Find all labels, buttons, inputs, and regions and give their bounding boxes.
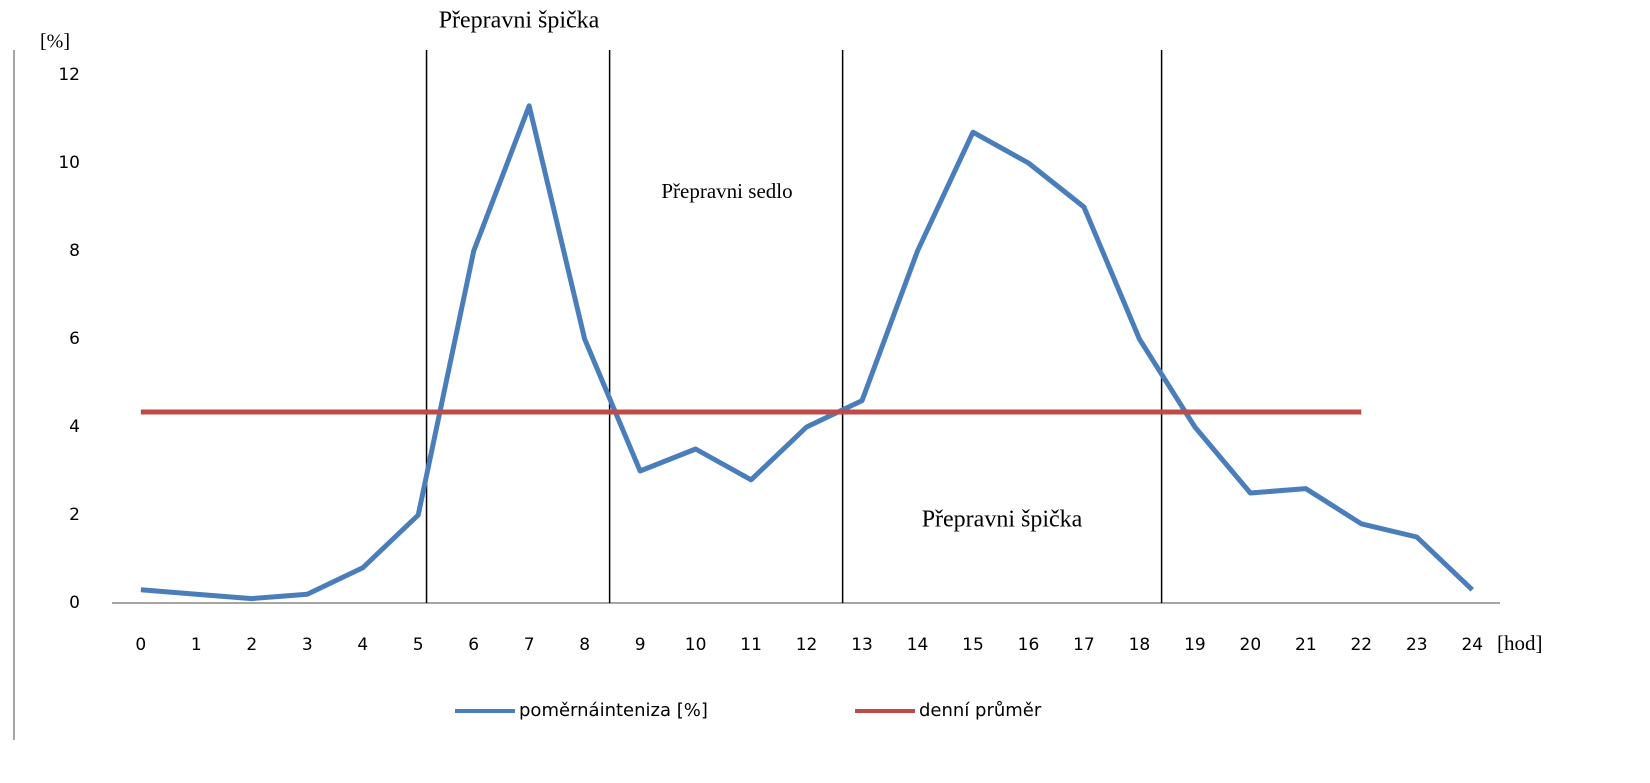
annotation: Přepravni špička: [922, 507, 1083, 533]
annotation: Přepravni sedlo: [661, 179, 792, 203]
x-tick-label: 16: [1018, 635, 1040, 655]
x-tick-label: 20: [1240, 635, 1262, 655]
y-tick-label: 0: [69, 593, 80, 613]
x-tick-label: 7: [524, 635, 535, 655]
x-tick-label: 24: [1461, 635, 1483, 655]
x-tick-label: 6: [468, 635, 479, 655]
x-tick-label: 14: [907, 635, 929, 655]
x-tick-label: 12: [796, 635, 818, 655]
y-tick-label: 6: [69, 329, 80, 349]
x-tick-label: 8: [579, 635, 590, 655]
y-tick-label: 8: [69, 241, 80, 261]
x-tick-label: 17: [1073, 635, 1095, 655]
legend-label: denní průměr: [919, 700, 1042, 721]
x-tick-label: 3: [302, 635, 313, 655]
x-axis-label: [hod]: [1497, 631, 1543, 655]
x-tick-label: 2: [246, 635, 257, 655]
annotation: Přepravni špička: [439, 8, 600, 34]
x-tick-label: 19: [1184, 635, 1206, 655]
y-axis-label: [%]: [40, 31, 70, 53]
x-tick-label: 18: [1129, 635, 1151, 655]
x-tick-label: 9: [635, 635, 646, 655]
x-tick-label: 21: [1295, 635, 1317, 655]
legend-label: poměrnáinteniza [%]: [519, 700, 708, 721]
x-tick-label: 15: [962, 635, 984, 655]
y-tick-label: 10: [58, 153, 80, 173]
x-tick-label: 5: [413, 635, 424, 655]
x-tick-label: 23: [1406, 635, 1428, 655]
x-tick-label: 22: [1350, 635, 1372, 655]
x-tick-label: 4: [357, 635, 368, 655]
x-tick-label: 11: [740, 635, 762, 655]
x-tick-label: 13: [851, 635, 873, 655]
data-line: [140, 103, 1474, 602]
y-tick-label: 2: [69, 505, 80, 525]
x-tick-label: 10: [685, 635, 707, 655]
y-tick-label: 4: [69, 417, 80, 437]
x-tick-label: 0: [135, 635, 146, 655]
y-tick-label: 12: [58, 65, 80, 85]
x-tick-label: 1: [191, 635, 202, 655]
